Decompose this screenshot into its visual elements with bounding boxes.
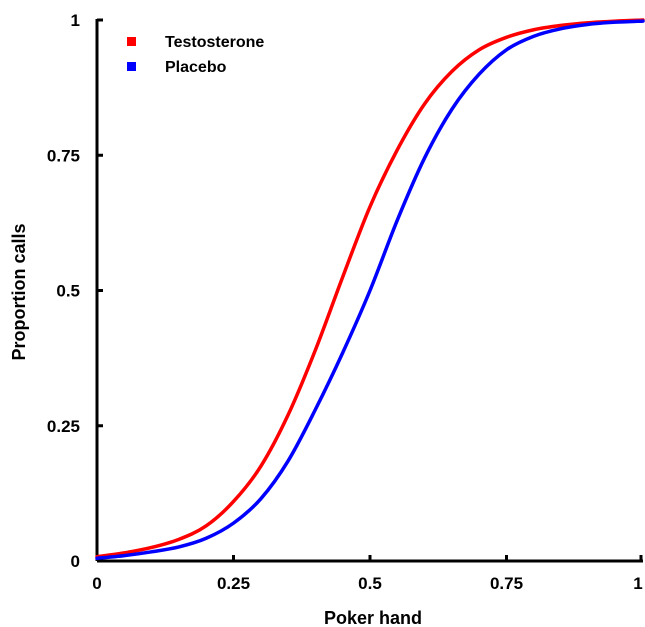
x-tick-label: 0.25 bbox=[217, 574, 250, 593]
y-axis-title: Proportion calls bbox=[9, 223, 29, 360]
x-tick-label: 0.75 bbox=[490, 574, 523, 593]
x-tick-label: 1 bbox=[633, 574, 642, 593]
tick-group: 0 0.25 0.5 0.75 1 0 0.25 0.5 0.75 1 bbox=[47, 11, 643, 593]
legend-label-testosterone: Testosterone bbox=[165, 34, 264, 51]
y-tick-label: 0.75 bbox=[47, 146, 80, 165]
x-axis-title: Poker hand bbox=[324, 608, 422, 627]
legend-label-placebo: Placebo bbox=[165, 59, 227, 76]
legend-swatch-testosterone bbox=[127, 37, 136, 46]
legend-swatch-placebo bbox=[127, 62, 136, 71]
series-group bbox=[95, 18, 645, 561]
x-tick-label: 0 bbox=[92, 574, 101, 593]
y-tick-label: 0 bbox=[71, 552, 80, 571]
series-line-testosterone bbox=[95, 18, 645, 559]
y-tick-label: 0.25 bbox=[47, 417, 80, 436]
series-line-placebo bbox=[95, 19, 645, 561]
y-tick-label: 0.5 bbox=[56, 282, 80, 301]
legend: Testosterone Placebo bbox=[127, 34, 264, 76]
y-tick-label: 1 bbox=[71, 11, 80, 30]
x-tick-label: 0.5 bbox=[358, 574, 382, 593]
